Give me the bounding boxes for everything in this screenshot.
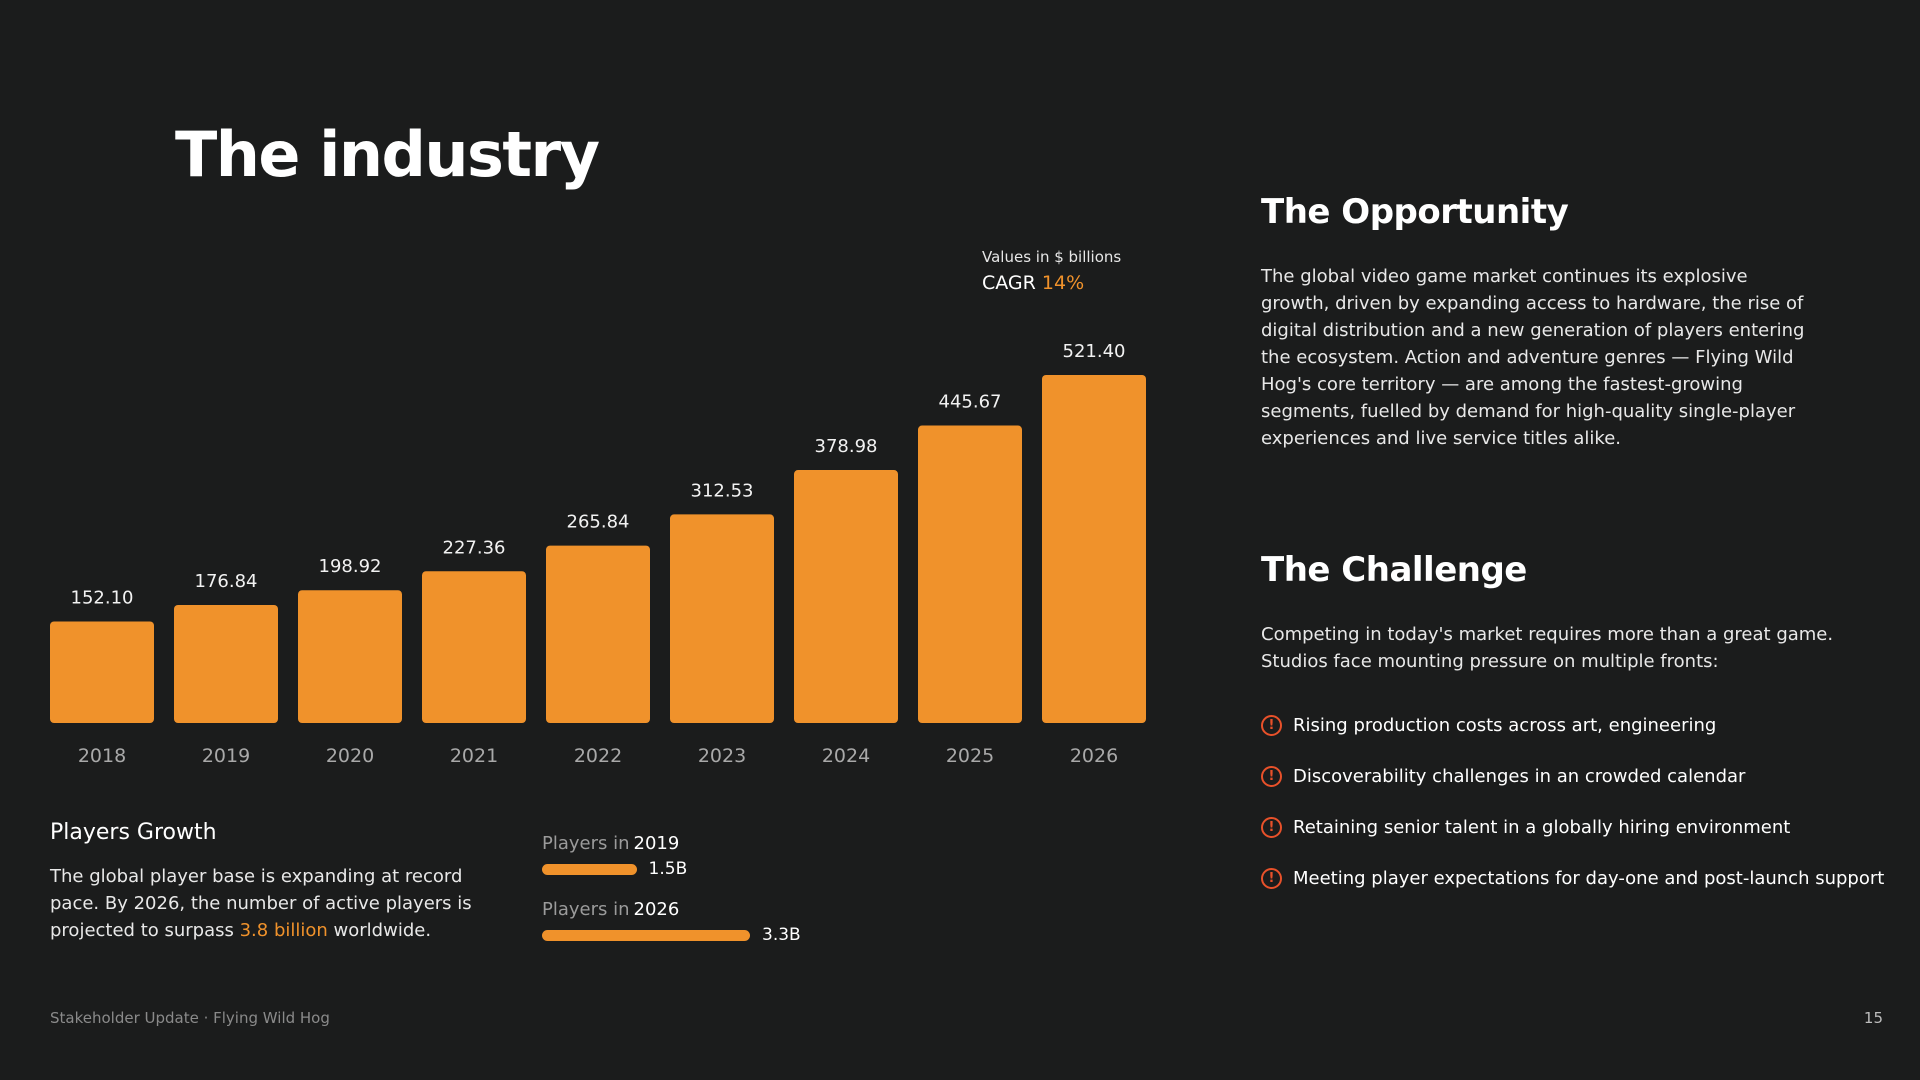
players-growth-text: The global player base is expanding at r… xyxy=(50,863,480,944)
cagr-label: CAGR 14% xyxy=(982,272,1121,294)
bar-value-label: 265.84 xyxy=(567,512,630,533)
x-tick-label: 2025 xyxy=(946,745,994,767)
players-bar-label-text: Players in xyxy=(542,833,630,854)
challenge-item-text: Rising production costs across art, engi… xyxy=(1293,715,1717,736)
bar-chart: 152.10 2018 176.84 2019 198.92 2020 227.36 2021… xyxy=(50,341,1146,767)
bar-2018 xyxy=(50,621,154,723)
players-bar-label-text: Players in xyxy=(542,899,630,920)
players-growth-section: Players Growth The global player base is… xyxy=(50,820,480,944)
bar-value-label: 152.10 xyxy=(71,587,134,608)
bar-value-label: 445.67 xyxy=(939,392,1002,413)
list-item: ! Discoverability challenges in an crowde… xyxy=(1261,751,1884,802)
x-tick-label: 2021 xyxy=(450,745,498,767)
players-highlight: 3.8 billion xyxy=(239,920,328,941)
players-text-after: worldwide. xyxy=(327,920,432,941)
bar-value-label: 378.98 xyxy=(815,436,878,457)
bar-2024 xyxy=(794,470,898,723)
bar-2026 xyxy=(1042,375,1146,723)
bar-2025 xyxy=(918,425,1022,723)
players-bar-amount: 3.3B xyxy=(762,925,801,945)
bar-2021 xyxy=(422,571,526,723)
players-bar-fill xyxy=(542,863,637,875)
list-item: ! Meeting player expectations for day-one… xyxy=(1261,853,1884,904)
players-text-before: The global player base is expanding at r… xyxy=(50,866,472,941)
x-tick-label: 2026 xyxy=(1070,745,1118,767)
x-tick-label: 2024 xyxy=(822,745,870,767)
x-tick-label: 2019 xyxy=(202,745,250,767)
players-bar-2026: Players in 2026 3.3B xyxy=(542,899,801,945)
x-tick-label: 2022 xyxy=(574,745,622,767)
x-tick-label: 2023 xyxy=(698,745,746,767)
warning-icon: ! xyxy=(1261,766,1282,787)
challenge-item-text: Meeting player expectations for day-one … xyxy=(1293,868,1885,889)
players-bar-label: Players in 2026 xyxy=(542,899,801,920)
x-tick-label: 2020 xyxy=(326,745,374,767)
cagr-text: CAGR xyxy=(982,272,1036,294)
list-item: ! Rising production costs across art, eng… xyxy=(1261,700,1884,751)
opportunity-section: The Opportunity The global video game ma… xyxy=(1261,192,1881,452)
chart-note: Values in $ billions CAGR 14% xyxy=(982,248,1121,294)
page-number: 15 xyxy=(1863,1009,1883,1027)
bar-value-label: 198.92 xyxy=(319,556,382,577)
challenge-item-text: Discoverability challenges in an crowded… xyxy=(1293,766,1746,787)
opportunity-text: The global video game market continues i… xyxy=(1261,266,1805,449)
challenge-list: ! Rising production costs across art, eng… xyxy=(1261,700,1884,904)
challenge-text: Competing in today's market requires mor… xyxy=(1261,624,1834,672)
opportunity-heading: The Opportunity xyxy=(1261,192,1569,232)
chart-unit-label: Values in $ billions xyxy=(982,248,1122,266)
players-bar-label: Players in 2019 xyxy=(542,833,687,854)
warning-icon: ! xyxy=(1261,817,1282,838)
x-tick-label: 2018 xyxy=(78,745,126,767)
challenge-heading: The Challenge xyxy=(1261,550,1527,590)
list-item: ! Retaining senior talent in a globally h… xyxy=(1261,802,1884,853)
players-bar-fill xyxy=(542,929,750,941)
bar-value-label: 176.84 xyxy=(195,571,258,592)
warning-icon: ! xyxy=(1261,715,1282,736)
players-bar-2019: Players in 2019 1.5B xyxy=(542,833,687,879)
page-title: The industry xyxy=(175,118,600,191)
bar-2023 xyxy=(670,514,774,723)
players-growth-heading: Players Growth xyxy=(50,820,217,845)
bar-value-label: 227.36 xyxy=(443,537,506,558)
bar-value-label: 521.40 xyxy=(1063,341,1126,362)
players-bar-year: 2026 xyxy=(633,899,680,920)
footer-text: Stakeholder Update · Flying Wild Hog xyxy=(50,1009,330,1027)
bar-value-label: 312.53 xyxy=(691,480,754,501)
challenge-section: The Challenge Competing in today's marke… xyxy=(1261,550,1881,675)
challenge-item-text: Retaining senior talent in a globally hi… xyxy=(1293,817,1791,838)
players-bar-amount: 1.5B xyxy=(648,859,688,879)
cagr-value: 14% xyxy=(1041,272,1085,294)
bar-2020 xyxy=(298,590,402,723)
warning-icon: ! xyxy=(1261,868,1282,889)
players-bar-year: 2019 xyxy=(633,833,680,854)
bar-2019 xyxy=(174,604,278,723)
bar-2022 xyxy=(546,545,650,723)
